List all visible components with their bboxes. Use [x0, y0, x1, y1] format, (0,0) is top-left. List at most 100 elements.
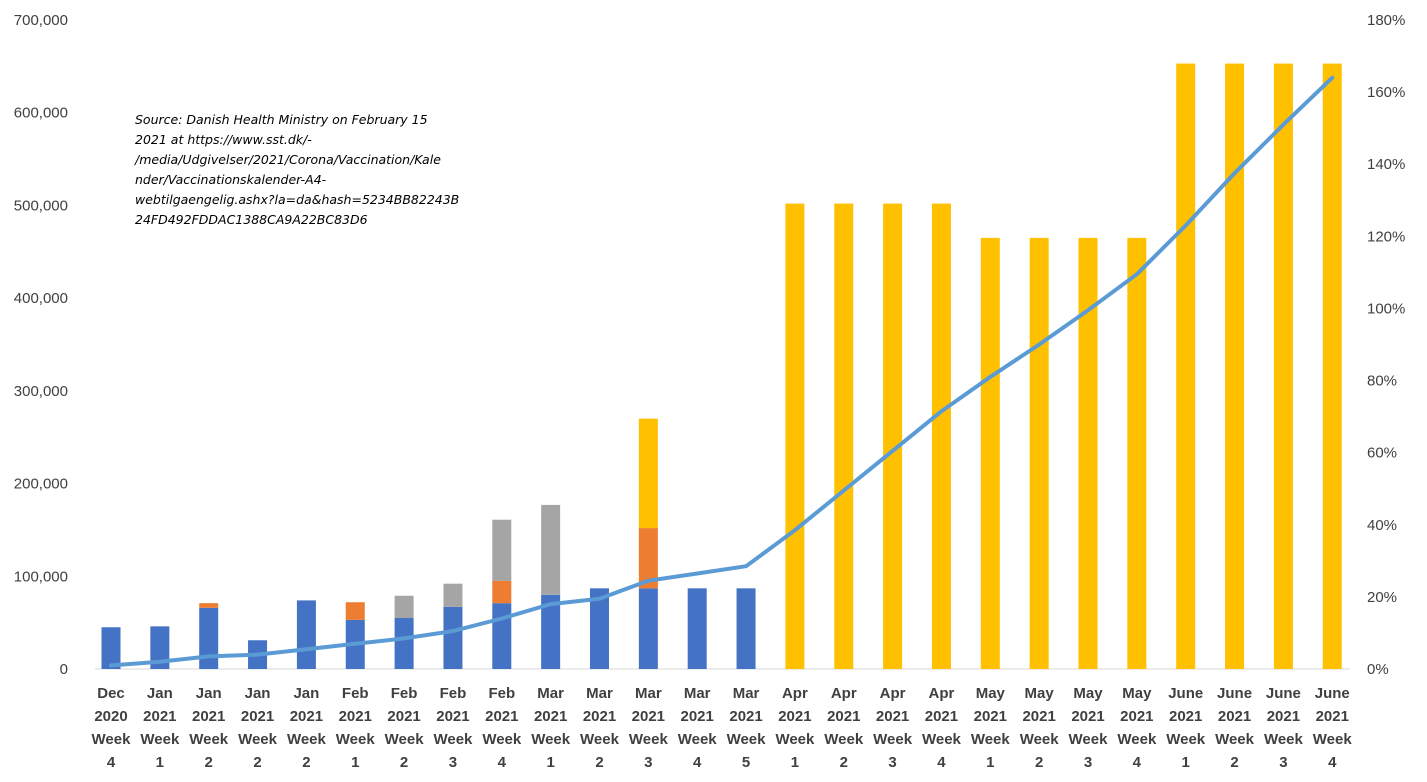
y-right-tick-label: 100%	[1367, 300, 1405, 317]
x-tick-label: 2	[840, 754, 848, 771]
annotation-line: 2021 at https://www.sst.dk/-	[135, 132, 312, 147]
bar-segment	[199, 603, 219, 608]
x-tick-label: 2021	[339, 708, 372, 725]
x-tick-label: 3	[449, 754, 457, 771]
line-series	[109, 75, 1335, 668]
x-tick-label: 1	[156, 754, 164, 771]
y-right-tick-label: 80%	[1367, 373, 1397, 390]
x-tick-label: 2021	[1316, 708, 1349, 725]
bar-segment	[101, 627, 121, 669]
y-axis-right: 0% 20% 40% 60% 80% 100% 120% 140% 160% 180%	[1367, 12, 1405, 678]
x-tick-label: Week	[1117, 731, 1157, 748]
y-right-tick-label: 120%	[1367, 228, 1405, 245]
y-left-tick-label: 0	[60, 661, 68, 678]
x-tick-label: 2021	[974, 708, 1007, 725]
x-tick-label: 1	[546, 754, 554, 771]
x-tick-label: May	[1073, 685, 1103, 702]
x-tick-label: Dec	[97, 685, 125, 702]
x-tick-label: 2	[253, 754, 261, 771]
bar-segment	[345, 602, 365, 620]
x-tick-label: 5	[742, 754, 750, 771]
bar-segment	[834, 203, 854, 669]
bar-segment	[492, 519, 512, 581]
x-tick-label: May	[1025, 685, 1055, 702]
bar-segment	[443, 583, 463, 607]
x-tick-label: 1	[986, 754, 994, 771]
y-left-tick-label: 500,000	[14, 197, 68, 214]
bar-segment	[1322, 63, 1342, 670]
bar-segment	[1078, 237, 1098, 669]
x-tick-label: 2021	[1071, 708, 1104, 725]
bar-segment	[687, 588, 707, 669]
x-tick-label: 3	[888, 754, 896, 771]
x-tick-label: 2021	[290, 708, 323, 725]
bar-segment	[199, 607, 219, 669]
x-tick-label: 2021	[827, 708, 860, 725]
y-right-tick-label: 140%	[1367, 156, 1405, 173]
x-tick-label: Apr	[782, 685, 808, 702]
x-tick-label: 4	[937, 754, 946, 771]
x-tick-label: Mar	[684, 685, 711, 702]
x-tick-label: 3	[1279, 754, 1287, 771]
x-tick-label: Apr	[880, 685, 906, 702]
x-tick-label: Week	[580, 731, 620, 748]
x-tick-label: Week	[287, 731, 327, 748]
x-tick-label: 3	[1084, 754, 1092, 771]
y-left-tick-label: 700,000	[14, 12, 68, 29]
x-axis-labels: Dec 2020 Week 4 Jan 2021 Week 1 Jan 2021 Week 2 Jan 2…	[92, 685, 1353, 771]
bar-segment	[785, 203, 805, 669]
x-tick-label: 3	[644, 754, 652, 771]
x-tick-label: May	[1122, 685, 1152, 702]
x-tick-label: 2021	[192, 708, 225, 725]
bar-segment	[492, 603, 512, 669]
x-tick-label: Week	[92, 731, 132, 748]
bar-segment	[1273, 63, 1293, 670]
x-tick-label: Jan	[196, 685, 222, 702]
x-tick-label: 2	[595, 754, 603, 771]
source-annotation: Source: Danish Health Ministry on Februa…	[135, 110, 495, 230]
x-tick-label: May	[976, 685, 1006, 702]
annotation-line: 24FD492FDDAC1388CA9A22BC83D6	[135, 212, 368, 227]
x-tick-label: 2020	[94, 708, 127, 725]
y-right-tick-label: 160%	[1367, 84, 1405, 101]
x-tick-label: Week	[531, 731, 571, 748]
x-tick-label: June	[1266, 685, 1301, 702]
bar-segment	[638, 418, 658, 529]
x-tick-label: Week	[873, 731, 913, 748]
x-tick-label: Week	[824, 731, 864, 748]
x-tick-label: Apr	[929, 685, 955, 702]
y-left-tick-label: 600,000	[14, 105, 68, 122]
y-left-tick-label: 200,000	[14, 476, 68, 493]
y-right-tick-label: 40%	[1367, 517, 1397, 534]
x-tick-label: 4	[693, 754, 702, 771]
x-tick-label: 2021	[681, 708, 714, 725]
x-tick-label: 2021	[778, 708, 811, 725]
x-tick-label: Mar	[537, 685, 564, 702]
bar-segment	[541, 594, 561, 669]
annotation-line: webtilgaengelig.ashx?la=da&hash=5234BB82…	[135, 192, 460, 207]
x-tick-label: 2021	[241, 708, 274, 725]
x-tick-label: 2021	[436, 708, 469, 725]
bar-segment	[1176, 63, 1196, 670]
x-tick-label: Mar	[586, 685, 613, 702]
x-tick-label: 2021	[143, 708, 176, 725]
x-tick-label: Week	[1264, 731, 1304, 748]
x-tick-label: 2021	[729, 708, 762, 725]
bar-segment	[296, 600, 316, 669]
bar-segment	[394, 595, 414, 619]
x-tick-label: 2021	[1120, 708, 1153, 725]
bar-segment	[590, 588, 609, 669]
bar-group	[101, 63, 1342, 670]
x-tick-label: June	[1217, 685, 1252, 702]
x-tick-label: Week	[775, 731, 815, 748]
x-tick-label: Week	[678, 731, 718, 748]
x-tick-label: 2021	[925, 708, 958, 725]
x-tick-label: 1	[351, 754, 359, 771]
bar-segment	[1029, 237, 1049, 669]
x-tick-label: 2021	[1267, 708, 1300, 725]
x-tick-label: Feb	[342, 685, 369, 702]
cumulative-line	[109, 75, 1335, 668]
x-tick-label: 2021	[1022, 708, 1055, 725]
y-axis-left: 0 100,000 200,000 300,000 400,000 500,000 600,…	[14, 12, 68, 678]
x-tick-label: June	[1168, 685, 1203, 702]
